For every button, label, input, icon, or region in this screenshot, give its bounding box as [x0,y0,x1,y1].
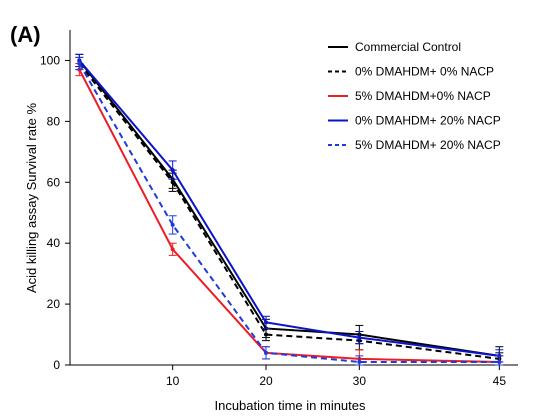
y-tick-label: 60 [47,175,61,189]
series-layer [75,53,504,366]
legend-label: 5% DMAHDM+0% NACP [355,89,491,103]
data-point [357,335,362,340]
data-point [264,320,268,325]
x-tick-label: 20 [259,374,273,388]
y-axis-ticks: 0 20 40 60 80 100 [40,53,70,372]
legend-label: Commercial Control [355,40,461,54]
y-axis-title: Acid killing assay Survival rate % [24,103,39,293]
data-point [170,168,175,173]
x-tick-label: 10 [166,374,180,388]
data-point [264,332,268,337]
data-point [170,222,175,227]
series-line [78,62,500,363]
series-4 [75,53,504,363]
y-tick-label: 100 [40,53,60,67]
x-tick-label: 30 [353,374,367,388]
x-tick-label: 45 [493,374,507,388]
data-point [170,247,175,252]
y-tick-label: 40 [47,236,61,250]
legend: Commercial Control 0% DMAHDM+ 0% NACP 5% D… [328,40,501,152]
series-2 [75,56,504,366]
y-tick-label: 20 [47,297,61,311]
legend-label: 0% DMAHDM+ 0% NACP [355,65,494,79]
series-5 [75,56,504,366]
data-point [170,180,175,185]
series-line [78,59,500,357]
data-point [357,359,362,364]
series-3 [75,63,504,366]
data-point [497,359,502,364]
data-point [264,350,268,355]
x-axis-title: Incubation time in minutes [214,398,366,413]
series-line [78,59,500,357]
y-tick-label: 80 [47,114,61,128]
x-axis-ticks: 10 20 30 45 [166,365,506,388]
legend-label: 5% DMAHDM+ 20% NACP [355,138,501,152]
legend-label: 0% DMAHDM+ 20% NACP [355,114,501,128]
series-line [78,62,500,360]
y-tick-label: 0 [53,358,60,372]
panel-label: (A) [10,22,41,47]
data-point [77,61,82,66]
